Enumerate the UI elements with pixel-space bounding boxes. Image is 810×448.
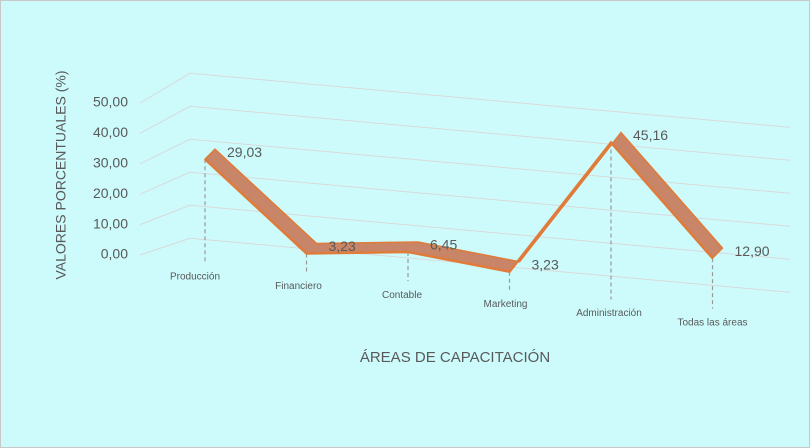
y-tick-label: 20,00 [93, 185, 128, 201]
x-axis-title: ÁREAS DE CAPACITACIÓN [360, 349, 550, 366]
grid-line [139, 105, 791, 161]
x-tick-label: Todas las áreas [677, 317, 747, 328]
x-tick-label: Marketing [484, 299, 528, 310]
data-label: 12,90 [735, 243, 770, 259]
data-label: 29,03 [227, 144, 262, 160]
y-tick-label: 40,00 [93, 124, 128, 140]
data-label: 3,23 [329, 238, 356, 254]
y-axis-title: VALORES PORCENTUALES (%) [53, 70, 69, 279]
data-label: 45,16 [633, 127, 668, 143]
grid-line [139, 72, 791, 128]
x-tick-label: Producción [170, 272, 220, 283]
x-tick-label: Administración [576, 308, 642, 319]
grid-line [139, 138, 791, 194]
grid-line [139, 204, 791, 260]
y-tick-label: 50,00 [93, 94, 128, 110]
y-tick-label: 0,00 [101, 246, 128, 262]
line [204, 140, 714, 274]
data-label: 3,23 [532, 256, 559, 272]
x-tick-label: Contable [382, 290, 422, 301]
data-label: 6,45 [430, 237, 457, 253]
grid-line [139, 171, 791, 227]
grid-line [139, 237, 791, 293]
y-tick-label: 10,00 [93, 215, 128, 231]
y-tick-label: 30,00 [93, 155, 128, 171]
x-tick-label: Financiero [275, 281, 322, 292]
